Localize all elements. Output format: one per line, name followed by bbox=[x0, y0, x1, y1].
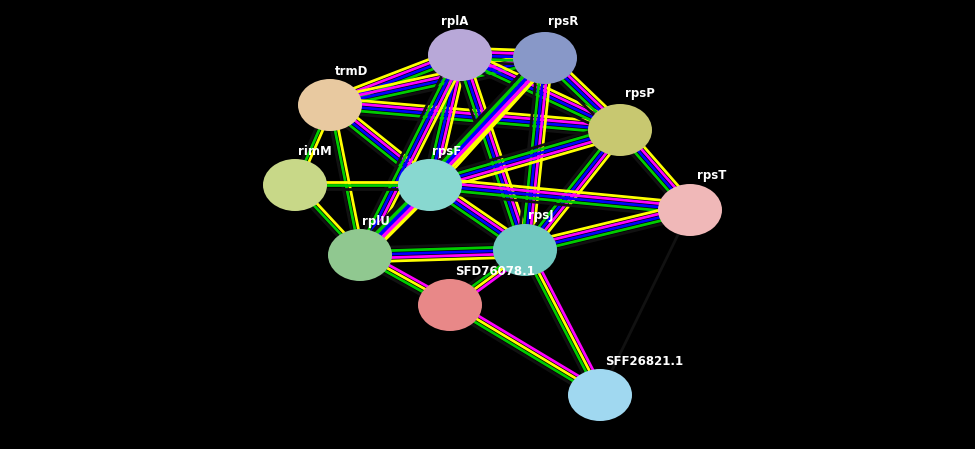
Ellipse shape bbox=[263, 159, 327, 211]
Ellipse shape bbox=[568, 369, 632, 421]
Text: rplA: rplA bbox=[442, 15, 469, 28]
Text: rpsP: rpsP bbox=[625, 87, 655, 100]
Ellipse shape bbox=[298, 79, 362, 131]
Ellipse shape bbox=[493, 224, 557, 276]
Ellipse shape bbox=[418, 279, 482, 331]
Ellipse shape bbox=[398, 159, 462, 211]
Text: rpsJ: rpsJ bbox=[528, 209, 554, 222]
Text: rpsT: rpsT bbox=[697, 169, 726, 182]
Text: rpsF: rpsF bbox=[432, 145, 461, 158]
Ellipse shape bbox=[513, 32, 577, 84]
Ellipse shape bbox=[658, 184, 722, 236]
Text: trmD: trmD bbox=[335, 65, 369, 78]
Text: SFD76078.1: SFD76078.1 bbox=[455, 265, 535, 278]
Text: rimM: rimM bbox=[298, 145, 332, 158]
Ellipse shape bbox=[588, 104, 652, 156]
Text: rplU: rplU bbox=[362, 215, 390, 228]
Ellipse shape bbox=[328, 229, 392, 281]
Ellipse shape bbox=[428, 29, 492, 81]
Text: rpsR: rpsR bbox=[548, 15, 578, 28]
Text: SFF26821.1: SFF26821.1 bbox=[605, 355, 683, 368]
